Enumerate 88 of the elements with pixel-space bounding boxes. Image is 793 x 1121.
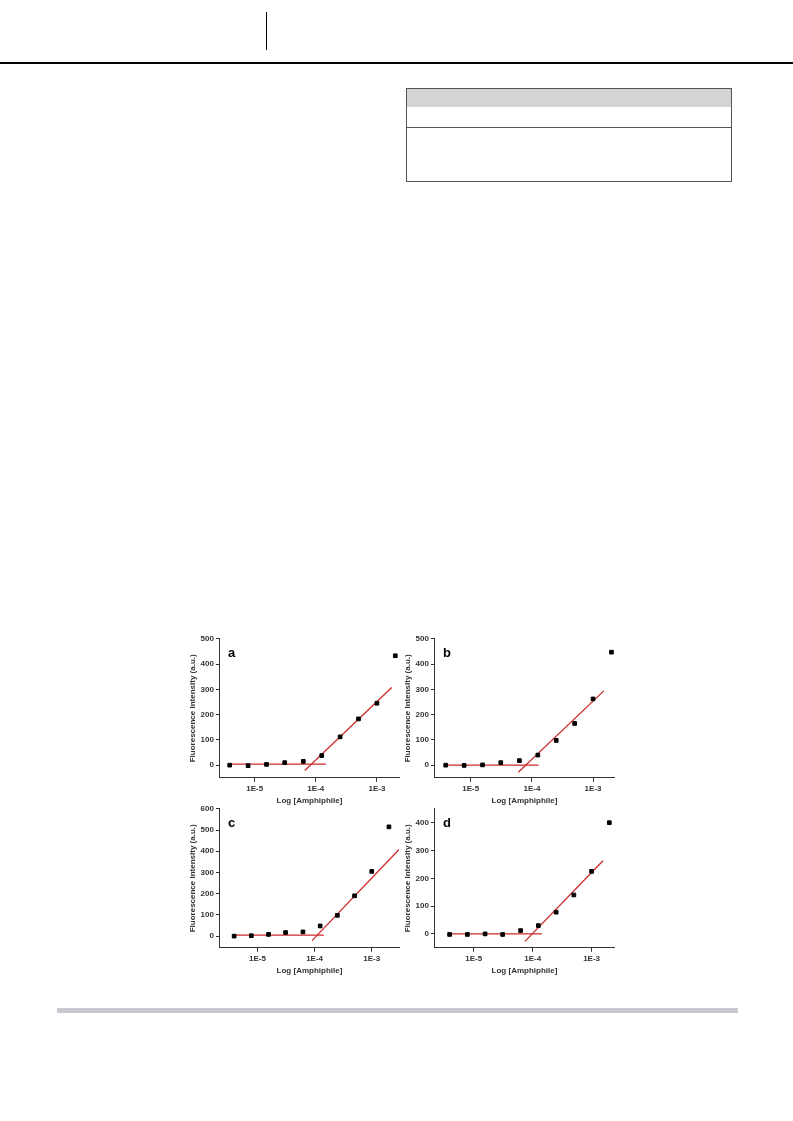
- x-tick-label: 1E-5: [462, 783, 480, 793]
- point: [283, 930, 288, 935]
- x-axis-title: Log [Amphiphile]: [276, 796, 343, 806]
- y-tick-label: 0: [209, 760, 215, 770]
- x-tick-label: 1E-5: [465, 953, 483, 963]
- y-tick-label: 300: [200, 684, 215, 694]
- point: [386, 824, 392, 830]
- y-tick-label: 200: [415, 709, 430, 719]
- point: [335, 912, 340, 918]
- point: [447, 932, 452, 937]
- point: [609, 649, 614, 655]
- x-tick-label: 1E-5: [249, 953, 267, 963]
- point: [264, 762, 269, 767]
- y-tick-label: 200: [200, 888, 215, 898]
- point: [300, 929, 306, 935]
- point: [498, 760, 504, 765]
- point: [535, 752, 541, 758]
- y-tick-label: 500: [415, 634, 430, 643]
- y-tick-label: 200: [200, 709, 215, 719]
- y-tick-label: 300: [415, 684, 430, 694]
- x-tick-label: 1E-3: [363, 953, 381, 963]
- y-axis-title: Fluorescence Intensity (a.u.): [188, 823, 197, 933]
- point: [500, 932, 506, 937]
- point: [392, 653, 398, 659]
- y-tick-label: 300: [200, 867, 215, 877]
- point: [374, 700, 380, 706]
- y-tick-label: 400: [200, 846, 215, 856]
- y-tick-label: 100: [415, 901, 430, 911]
- x-axis-title: Log [Amphiphile]: [491, 966, 558, 976]
- x-axis-title: Log [Amphiphile]: [276, 966, 343, 976]
- point: [282, 760, 288, 765]
- y-tick-label: 300: [415, 845, 430, 855]
- point: [553, 909, 559, 915]
- y-tick-label: 600: [200, 804, 215, 813]
- x-tick-label: 1E-3: [583, 953, 601, 963]
- y-tick-label: 100: [200, 735, 215, 745]
- point: [571, 892, 577, 898]
- point: [572, 721, 577, 726]
- text: a: [227, 644, 236, 660]
- x-tick-label: 1E-4: [523, 783, 541, 793]
- y-axis-title: Fluorescence Intensity (a.u.): [403, 823, 412, 933]
- point: [245, 763, 251, 769]
- text: b: [442, 644, 451, 660]
- point: [337, 734, 343, 740]
- point: [480, 762, 485, 768]
- text: c: [227, 814, 236, 830]
- point: [461, 763, 467, 768]
- point: [249, 933, 254, 939]
- point: [352, 893, 357, 899]
- point: [369, 869, 375, 874]
- y-tick-label: 400: [415, 659, 430, 669]
- point: [266, 932, 271, 937]
- x-tick-label: 1E-4: [307, 783, 325, 793]
- point: [356, 716, 361, 722]
- x-tick-label: 1E-4: [524, 953, 542, 963]
- x-axis-title: Log [Amphiphile]: [491, 796, 558, 806]
- point: [300, 759, 306, 764]
- y-tick-label: 0: [209, 931, 215, 941]
- point: [590, 696, 596, 702]
- point: [443, 762, 449, 768]
- point: [553, 738, 559, 743]
- x-tick-label: 1E-3: [368, 783, 386, 793]
- y-tick-label: 200: [415, 873, 430, 883]
- text: d: [442, 814, 451, 830]
- y-tick-label: 400: [200, 659, 215, 669]
- point: [536, 923, 541, 928]
- point: [606, 820, 612, 826]
- y-tick-label: 100: [200, 910, 215, 920]
- y-axis-title: Fluorescence Intensity (a.u.): [403, 653, 412, 763]
- point: [317, 923, 323, 929]
- y-tick-label: 400: [415, 817, 430, 827]
- point: [517, 758, 522, 763]
- point: [482, 931, 488, 937]
- x-tick-label: 1E-5: [246, 783, 264, 793]
- x-tick-label: 1E-3: [584, 783, 603, 793]
- y-tick-label: 0: [424, 929, 430, 939]
- y-tick-label: 500: [200, 825, 215, 835]
- y-tick-label: 100: [415, 735, 430, 745]
- point: [231, 933, 237, 939]
- y-tick-label: 0: [424, 760, 430, 770]
- point: [518, 928, 523, 933]
- point: [589, 869, 594, 874]
- y-axis-title: Fluorescence Intensity (a.u.): [188, 653, 197, 763]
- point: [227, 762, 233, 768]
- point: [319, 753, 325, 758]
- x-tick-label: 1E-4: [306, 953, 324, 963]
- y-tick-label: 500: [200, 634, 215, 643]
- point: [465, 932, 470, 937]
